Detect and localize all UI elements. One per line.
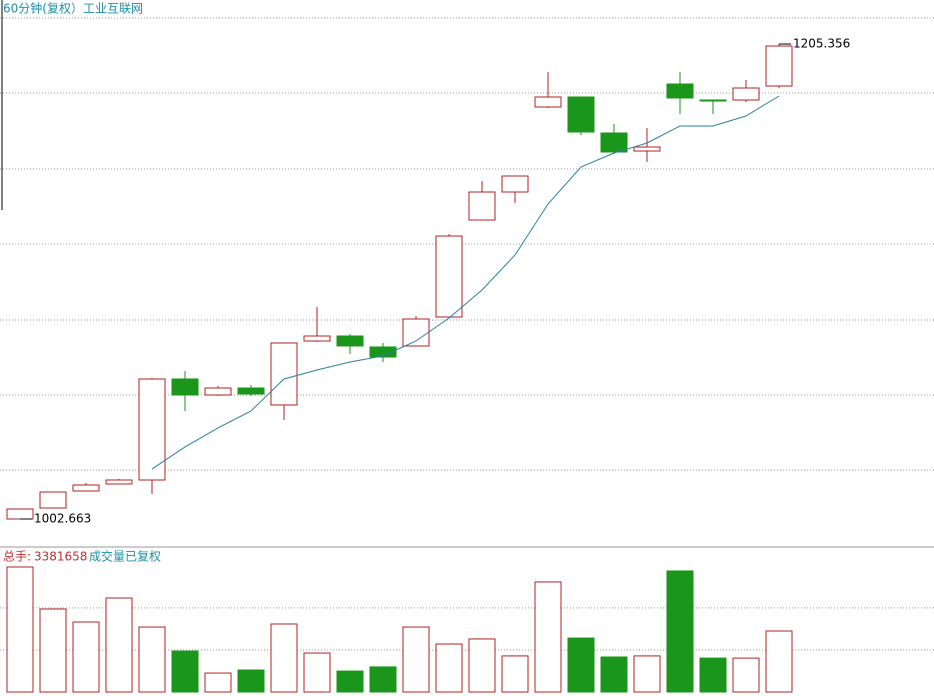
- candle-body: [468, 191, 496, 221]
- volume-bar: [600, 656, 628, 693]
- volume-bar: [336, 670, 364, 693]
- candle-body: [600, 132, 628, 153]
- volume-bar: [303, 652, 331, 693]
- volume-bar: [699, 657, 727, 693]
- candle-body: [567, 96, 595, 133]
- volume-bar: [369, 666, 397, 693]
- candle-body: [171, 378, 199, 396]
- volume-note: 成交量已复权: [89, 549, 161, 564]
- volume-bar: [468, 638, 496, 693]
- candle-body: [534, 96, 562, 108]
- volume-label: 总手:: [3, 550, 31, 564]
- volume-bar: [534, 581, 562, 693]
- chart-title: 60分钟(复权）工业互联网: [3, 1, 143, 16]
- volume-bar: [435, 643, 463, 693]
- candle-body: [633, 146, 661, 152]
- volume-bar: [765, 630, 793, 693]
- candle-body: [72, 484, 100, 492]
- low-label: 1002.663: [34, 511, 91, 525]
- ma-line: [151, 95, 780, 470]
- volume-bar: [567, 637, 595, 693]
- volume-bar: [6, 566, 34, 693]
- candle-body: [6, 508, 34, 520]
- volume-bar: [171, 650, 199, 693]
- candle-body: [732, 87, 760, 101]
- candle-body: [402, 318, 430, 347]
- candle-body: [435, 235, 463, 318]
- volume-bar: [633, 655, 661, 693]
- volume-bar: [39, 608, 67, 693]
- high-label: 1205.356: [793, 37, 850, 51]
- candle-body: [105, 479, 133, 485]
- candle-body: [270, 342, 298, 406]
- volume-value: 3381658: [34, 550, 87, 564]
- candle-body: [138, 378, 166, 481]
- volume-bar: [204, 672, 232, 693]
- volume-bar: [732, 657, 760, 693]
- candle-body: [699, 99, 727, 102]
- volume-bar: [105, 597, 133, 693]
- candle-body: [369, 346, 397, 358]
- candle-body: [237, 387, 265, 395]
- candle-body: [303, 335, 331, 342]
- volume-bar: [270, 623, 298, 693]
- volume-bar: [402, 626, 430, 693]
- volume-bar: [237, 669, 265, 693]
- candle-body: [765, 45, 793, 87]
- volume-bar: [138, 626, 166, 693]
- volume-bar: [501, 655, 529, 693]
- volume-bar: [666, 570, 694, 693]
- candle-body: [336, 335, 364, 347]
- candle-body: [501, 175, 529, 193]
- volume-bar: [72, 621, 100, 693]
- candle-body: [666, 83, 694, 99]
- candle-body: [39, 491, 67, 509]
- candle-body: [204, 387, 232, 396]
